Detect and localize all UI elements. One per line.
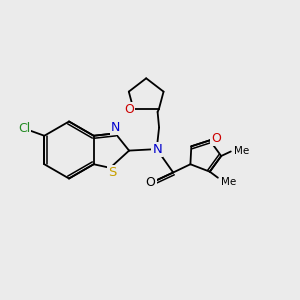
Text: N: N — [152, 142, 162, 156]
Text: Cl: Cl — [18, 122, 30, 135]
Text: O: O — [211, 132, 221, 145]
Text: O: O — [146, 176, 156, 189]
Text: Me: Me — [221, 177, 236, 187]
Text: O: O — [124, 103, 134, 116]
Text: N: N — [111, 121, 121, 134]
Text: Me: Me — [234, 146, 250, 156]
Text: S: S — [108, 166, 116, 179]
